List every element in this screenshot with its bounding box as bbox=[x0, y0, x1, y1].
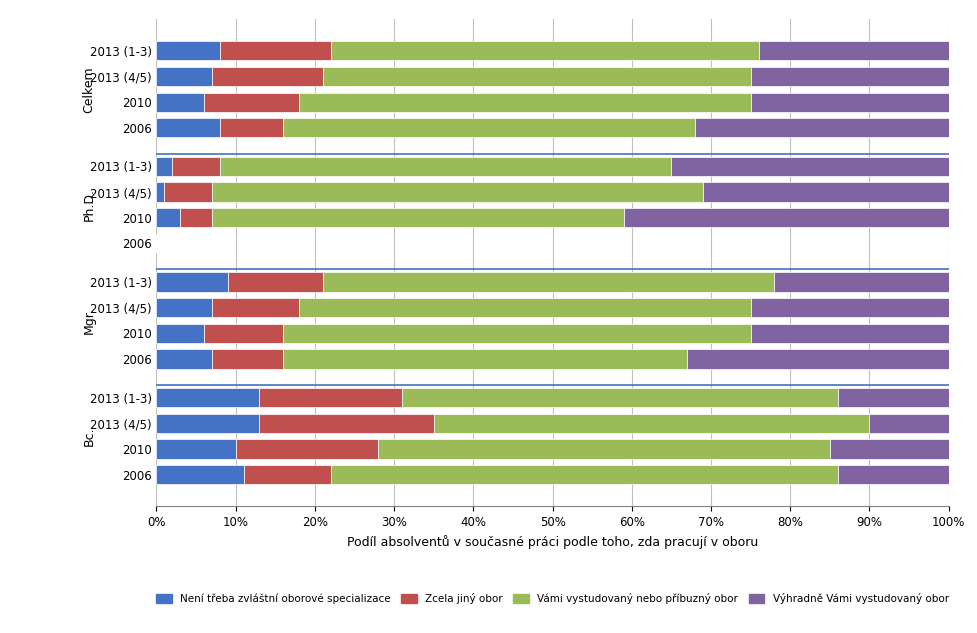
Bar bbox=[156, 157, 172, 176]
Bar bbox=[434, 413, 869, 433]
Bar bbox=[156, 465, 243, 484]
Bar bbox=[228, 272, 322, 292]
Bar bbox=[299, 92, 750, 112]
Bar bbox=[330, 465, 837, 484]
Legend: Není třeba zvláštní oborové specializace, Zcela jiný obor, Vámi vystudovaný nebo: Není třeba zvláštní oborové specializace… bbox=[152, 589, 952, 608]
Bar bbox=[180, 208, 212, 227]
Bar bbox=[695, 118, 948, 137]
Bar bbox=[156, 182, 164, 202]
Bar bbox=[220, 118, 283, 137]
Bar bbox=[687, 349, 948, 368]
Bar bbox=[156, 92, 204, 112]
Text: Bc.: Bc. bbox=[83, 426, 96, 446]
Bar bbox=[156, 323, 204, 343]
Text: Celkem: Celkem bbox=[83, 66, 96, 113]
Bar bbox=[623, 208, 948, 227]
Bar bbox=[750, 67, 948, 86]
Bar bbox=[283, 349, 687, 368]
Bar bbox=[259, 413, 434, 433]
Bar bbox=[702, 182, 948, 202]
Bar bbox=[156, 298, 212, 317]
Bar bbox=[156, 272, 228, 292]
Text: Ph.D.: Ph.D. bbox=[83, 189, 96, 222]
Bar bbox=[156, 208, 180, 227]
Bar bbox=[283, 323, 749, 343]
X-axis label: Podíl absolventů v současné práci podle toho, zda pracují v oboru: Podíl absolventů v současné práci podle … bbox=[347, 535, 757, 549]
Bar bbox=[750, 298, 948, 317]
Bar bbox=[837, 388, 948, 407]
Bar bbox=[243, 465, 330, 484]
Bar bbox=[212, 67, 322, 86]
Bar bbox=[156, 67, 212, 86]
Bar bbox=[235, 439, 378, 458]
Bar bbox=[299, 298, 750, 317]
Bar bbox=[212, 298, 299, 317]
Bar bbox=[156, 388, 259, 407]
Bar bbox=[378, 439, 828, 458]
Bar bbox=[156, 439, 235, 458]
Bar bbox=[322, 67, 750, 86]
Bar bbox=[828, 439, 948, 458]
Bar bbox=[330, 41, 758, 60]
Text: Mgr.: Mgr. bbox=[83, 307, 96, 334]
Bar bbox=[212, 182, 702, 202]
Bar bbox=[402, 388, 837, 407]
Bar bbox=[869, 413, 948, 433]
Bar bbox=[750, 92, 948, 112]
Bar bbox=[172, 157, 220, 176]
Bar bbox=[322, 272, 774, 292]
Bar bbox=[164, 182, 212, 202]
Bar bbox=[670, 157, 948, 176]
Bar bbox=[220, 41, 330, 60]
Bar bbox=[204, 92, 299, 112]
Bar bbox=[156, 41, 220, 60]
Bar bbox=[774, 272, 948, 292]
Bar bbox=[758, 41, 948, 60]
Bar bbox=[212, 208, 623, 227]
Bar bbox=[212, 349, 283, 368]
Bar bbox=[204, 323, 283, 343]
Bar bbox=[156, 413, 259, 433]
Bar bbox=[283, 118, 695, 137]
Bar bbox=[156, 118, 220, 137]
Bar bbox=[220, 157, 670, 176]
Bar bbox=[259, 388, 402, 407]
Bar bbox=[750, 323, 948, 343]
Bar bbox=[156, 349, 212, 368]
Bar bbox=[837, 465, 948, 484]
